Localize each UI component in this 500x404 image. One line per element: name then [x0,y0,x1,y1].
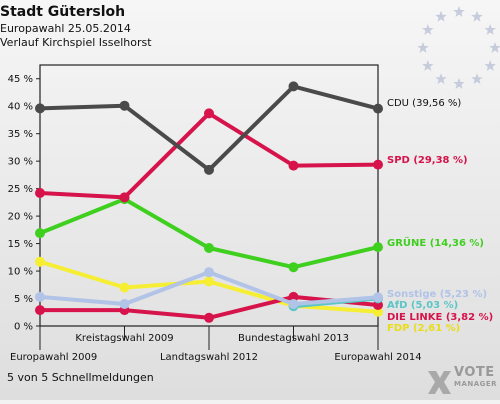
data-point [288,81,299,92]
series-end-label: FDP (2,61 %) [387,323,460,334]
x-tick-label: Bundestagswahl 2013 [238,333,349,344]
eu-star-icon [484,24,496,35]
eu-star-icon [435,10,447,22]
y-tick-label: 10 % [8,267,33,278]
logo-word: VOTE [454,365,495,380]
y-tick-label: 25 % [8,184,33,195]
data-point [119,299,130,309]
data-point [373,242,383,253]
y-tick-label: 20 % [8,212,33,223]
y-tick-label: 35 % [8,129,33,140]
footer-note: 5 von 5 Schnellmeldungen [7,371,154,384]
chart-subtitle: Europawahl 25.05.2014 [0,22,131,35]
series-end-label: SPD (29,38 %) [387,155,468,166]
y-tick-label: 0 % [14,322,33,333]
data-point [373,103,383,114]
data-point [119,192,130,203]
data-point [35,188,45,198]
data-point [35,228,45,239]
y-tick-label: 45 % [8,74,33,85]
data-point [35,256,45,267]
data-point [204,108,214,119]
y-tick-label: 30 % [8,157,33,168]
series-line-gr-ne [38,197,380,270]
data-point [204,312,214,323]
series-end-label: Sonstige (5,23 %) [387,289,487,300]
data-point [35,291,45,302]
series-end-label: CDU (39,56 %) [387,98,461,109]
data-point [288,291,299,302]
data-point [119,282,130,293]
data-point [373,159,383,170]
y-tick-label: 5 % [14,294,33,305]
chart-title: Stadt Gütersloh [0,4,126,20]
logo-subword: MANAGER [454,380,498,388]
eu-star-icon [422,60,434,71]
eu-star-icon [453,6,465,17]
eu-star-icon [471,10,483,22]
x-tick-label: Kreistagswahl 2009 [75,333,173,344]
data-point [204,276,214,287]
data-point [288,160,299,171]
chart-subtitle-2: Verlauf Kirchspiel Isselhorst [0,36,152,49]
x-tick-label: Landtagswahl 2012 [160,352,258,363]
eu-star-icon [484,60,496,71]
eu-star-icon [417,42,429,53]
eu-star-icon [471,73,483,84]
series-line-spd [38,111,380,200]
data-point [288,299,299,309]
series-line-cdu [38,84,380,172]
eu-star-icon [422,24,434,35]
data-point [288,262,299,273]
x-tick-label: Europawahl 2009 [10,352,97,363]
series-end-label: DIE LINKE (3,82 %) [387,312,493,323]
data-point [373,292,383,303]
data-point [204,267,214,278]
series-end-label: GRÜNE (14,36 %) [387,235,484,249]
data-point [119,100,130,111]
data-point [204,164,214,175]
data-point [35,305,45,316]
eu-star-icon [435,73,447,84]
x-tick-label: Europawahl 2014 [334,352,421,363]
y-tick-label: 40 % [8,102,33,113]
eu-star-icon [489,42,500,53]
y-tick-label: 15 % [8,239,33,250]
series-end-label: AfD (5,03 %) [387,300,458,311]
vote-manager-logo: VOTE MANAGER [424,365,500,400]
eu-star-icon [453,78,465,89]
data-point [204,243,214,253]
data-point [35,103,45,114]
vote-manager-x-logo-icon [428,371,451,394]
